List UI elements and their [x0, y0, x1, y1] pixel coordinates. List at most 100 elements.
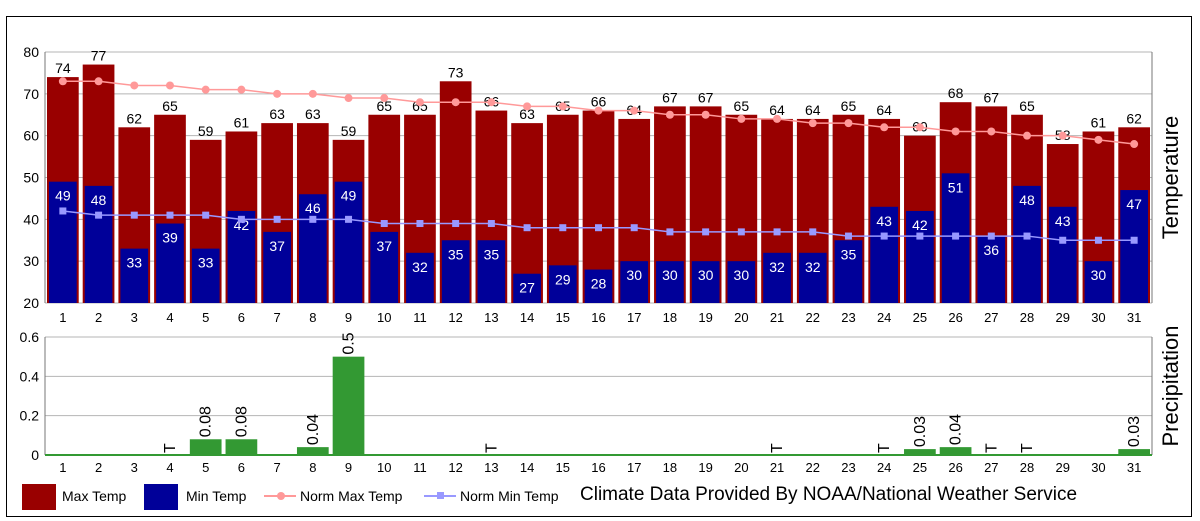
precip-label: T — [1019, 443, 1036, 453]
max-temp-label: 67 — [662, 89, 678, 105]
norm-max-temp-point — [987, 127, 996, 136]
norm-min-temp-point — [1130, 236, 1138, 244]
precip-label: T — [983, 443, 1000, 453]
min-temp-bar — [870, 206, 899, 303]
max-temp-label: 77 — [91, 48, 107, 64]
precip-y-tick-label: 0.2 — [20, 408, 40, 424]
norm-min-temp-point — [809, 228, 817, 236]
min-temp-bar — [1084, 261, 1113, 303]
norm-min-temp-point — [487, 220, 495, 228]
data-credit: Climate Data Provided By NOAA/National W… — [580, 484, 1078, 505]
max-temp-label: 62 — [126, 110, 142, 126]
temp-x-tick-label: 26 — [948, 310, 962, 325]
norm-min-temp-point — [952, 232, 960, 240]
norm-min-temp-point — [95, 211, 103, 219]
min-temp-label: 35 — [448, 246, 464, 262]
min-temp-label: 35 — [841, 246, 857, 262]
precip-bar — [296, 447, 329, 455]
precip-x-tick-label: 23 — [841, 460, 855, 475]
precip-label: 0.5 — [341, 332, 358, 354]
temp-x-tick-label: 27 — [984, 310, 998, 325]
norm-max-temp-point — [737, 114, 746, 123]
precip-y-axis-title: Precipitation — [1158, 325, 1183, 446]
min-temp-bar — [977, 236, 1006, 303]
precip-x-tick-label: 27 — [984, 460, 998, 475]
norm-min-temp-point — [916, 232, 924, 240]
precip-x-tick-label: 3 — [131, 460, 138, 475]
temp-y-tick-label: 20 — [23, 295, 39, 311]
precip-label: T — [483, 443, 500, 453]
norm-max-temp-point — [487, 98, 496, 107]
min-temp-bar — [298, 194, 327, 303]
norm-min-temp-point — [880, 232, 888, 240]
temp-y-tick-label: 30 — [23, 253, 39, 269]
precip-label: 0.08 — [233, 406, 250, 437]
norm-max-temp-point — [701, 110, 710, 119]
legend-marker-norm-max-temp — [277, 492, 285, 500]
norm-min-temp-point — [380, 220, 388, 228]
norm-min-temp-point — [309, 215, 317, 223]
min-temp-label: 48 — [1019, 192, 1035, 208]
norm-max-temp-point — [273, 89, 282, 98]
norm-min-temp-point — [523, 224, 531, 232]
precip-label: 0.08 — [198, 406, 215, 437]
min-temp-label: 36 — [984, 242, 1000, 258]
legend-label-norm-max-temp: Norm Max Temp — [300, 488, 403, 504]
temp-x-tick-label: 1 — [59, 310, 66, 325]
precip-y-tick-label: 0.6 — [20, 329, 40, 345]
norm-max-temp-point — [165, 81, 174, 90]
precip-x-tick-label: 14 — [520, 460, 534, 475]
legend-swatch-max-temp — [22, 484, 56, 510]
min-temp-bar — [1013, 185, 1041, 303]
temp-x-tick-label: 31 — [1127, 310, 1141, 325]
precip-label: 0.03 — [912, 416, 929, 447]
min-temp-bar — [906, 210, 934, 303]
precip-y-tick-label: 0 — [31, 447, 39, 463]
max-temp-label: 67 — [698, 89, 714, 105]
norm-min-temp-point — [59, 207, 67, 215]
temp-x-tick-label: 17 — [627, 310, 641, 325]
min-temp-bar — [263, 231, 291, 303]
precip-x-tick-label: 20 — [734, 460, 748, 475]
norm-min-temp-point — [1059, 236, 1067, 244]
temp-x-tick-label: 6 — [238, 310, 245, 325]
temp-x-tick-label: 15 — [556, 310, 570, 325]
legend-marker-norm-min-temp — [437, 492, 444, 499]
min-temp-label: 32 — [769, 259, 785, 275]
precip-label: T — [769, 443, 786, 453]
temp-x-tick-label: 20 — [734, 310, 748, 325]
precip-label: 0.03 — [1126, 416, 1143, 447]
temp-x-tick-label: 7 — [273, 310, 280, 325]
min-temp-label: 49 — [341, 188, 357, 204]
max-temp-label: 65 — [841, 98, 857, 114]
norm-max-temp-point — [951, 127, 960, 136]
precip-x-tick-label: 13 — [484, 460, 498, 475]
max-temp-label: 64 — [769, 102, 785, 118]
min-temp-bar — [441, 240, 470, 303]
chart-legend: Max Temp Min Temp Norm Max Temp Norm Min… — [12, 481, 1188, 511]
precip-x-tick-label: 21 — [770, 460, 784, 475]
min-temp-bar — [406, 252, 434, 303]
min-temp-bar — [1120, 190, 1148, 303]
max-temp-label: 64 — [876, 102, 892, 118]
min-temp-bar — [798, 252, 827, 303]
norm-min-temp-point — [1023, 232, 1031, 240]
norm-max-temp-point — [558, 102, 567, 111]
min-temp-label: 28 — [591, 276, 607, 292]
norm-max-temp-point — [1094, 135, 1103, 144]
precip-x-tick-label: 26 — [948, 460, 962, 475]
precip-x-tick-label: 10 — [377, 460, 391, 475]
legend-swatch-min-temp — [144, 484, 178, 510]
norm-min-temp-point — [202, 211, 210, 219]
precip-label: 0.04 — [305, 414, 322, 445]
precip-x-tick-label: 2 — [95, 460, 102, 475]
min-temp-label: 39 — [162, 230, 178, 246]
precip-x-tick-label: 31 — [1127, 460, 1141, 475]
norm-max-temp-point — [773, 114, 782, 123]
norm-max-temp-point — [1130, 140, 1139, 149]
legend-label-max-temp: Max Temp — [62, 488, 127, 504]
precip-y-tick-label: 0.4 — [20, 368, 40, 384]
norm-min-temp-point — [702, 228, 710, 236]
temp-x-tick-label: 4 — [166, 310, 173, 325]
min-temp-label: 30 — [734, 267, 750, 283]
